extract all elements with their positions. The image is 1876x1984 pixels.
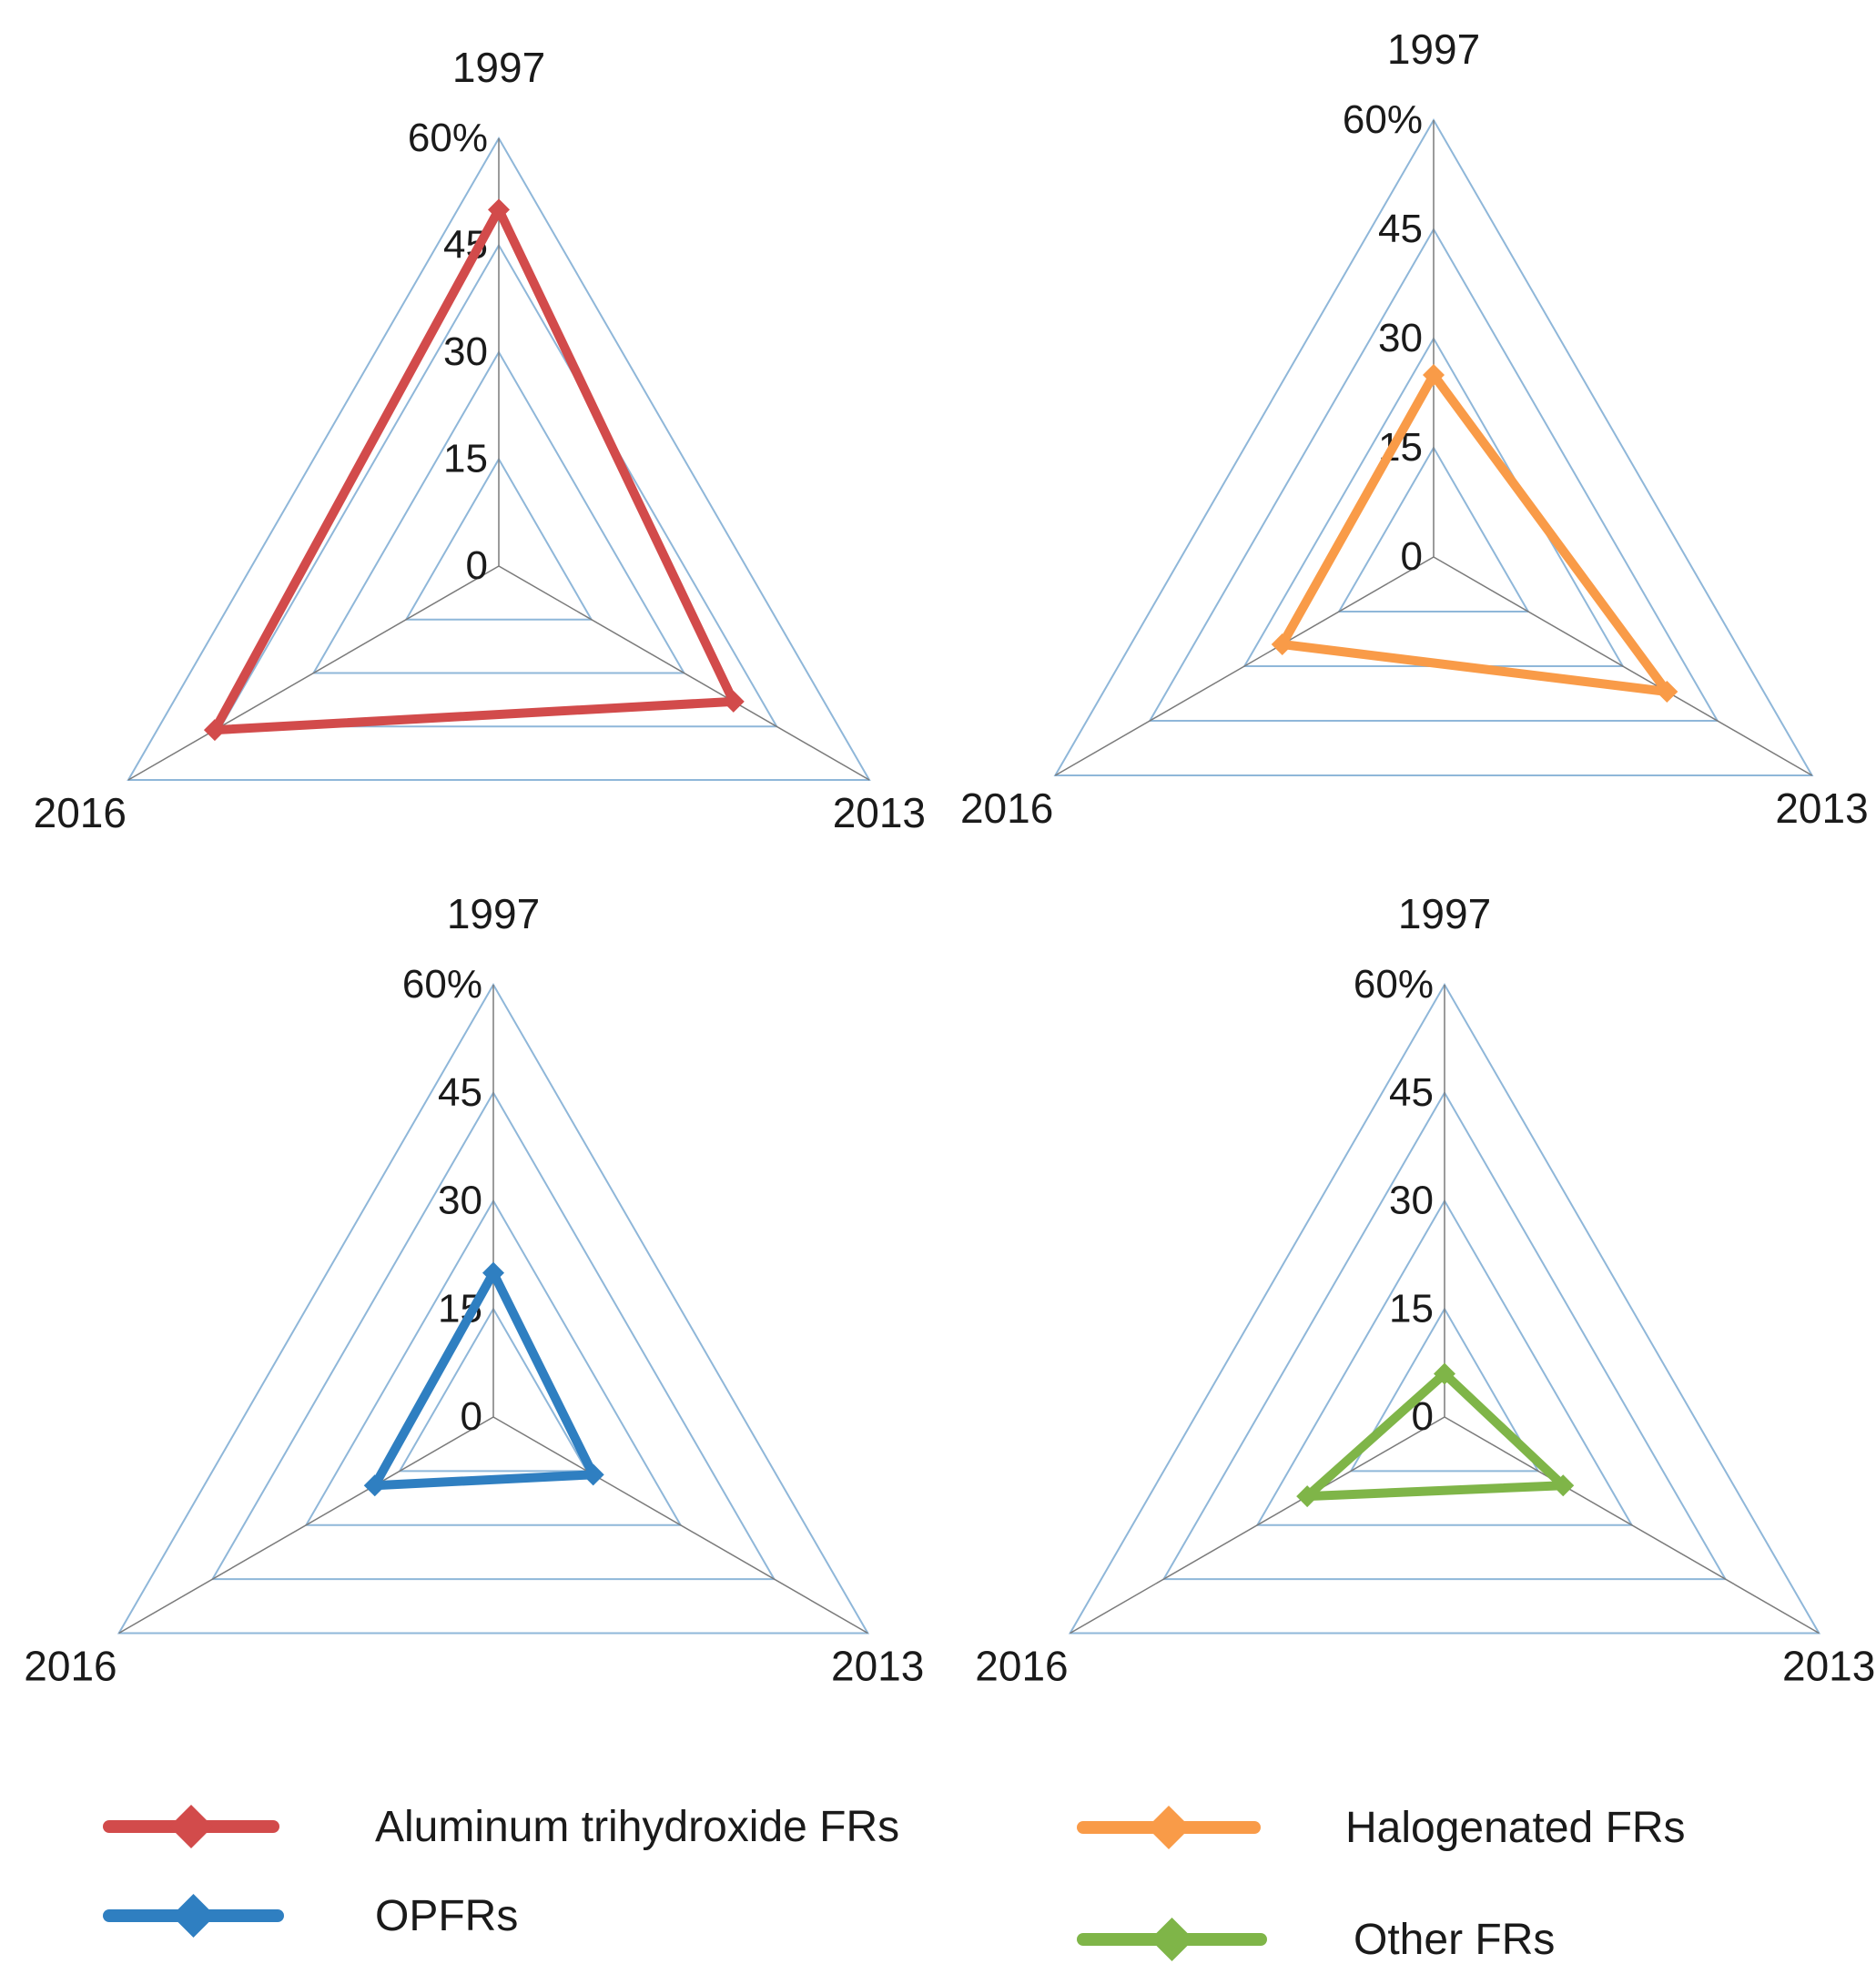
data-point-marker: [1296, 1485, 1319, 1508]
axis-spoke: [118, 1416, 494, 1635]
legend-marker: [1147, 1806, 1191, 1849]
grid-ring: [1161, 1090, 1728, 1581]
legend-label: Halogenated FRs: [1345, 1804, 1686, 1852]
grid-ring: [117, 982, 870, 1635]
axis-label-2013: 2013: [833, 789, 926, 836]
legend-label: OPFRs: [375, 1892, 518, 1940]
data-point-marker: [1423, 364, 1445, 386]
axis-label-2013: 2013: [1775, 784, 1868, 832]
tick-label: 15: [1389, 1286, 1434, 1331]
grid-ring: [1068, 982, 1821, 1635]
axis-label-2016: 2016: [975, 1643, 1068, 1690]
axis-spoke: [492, 1416, 868, 1635]
series-line: [209, 205, 738, 735]
tick-label: 30: [1389, 1179, 1434, 1223]
data-point-marker: [488, 198, 510, 221]
series-line: [1303, 1369, 1568, 1502]
axis-label-1997: 1997: [1387, 25, 1480, 73]
tick-label: 45: [1389, 1070, 1434, 1115]
tick-label: 60%: [1343, 97, 1423, 142]
axis-label-2016: 2016: [34, 789, 127, 836]
legend: Aluminum trihydroxide FRs Halogenated FRs…: [103, 1803, 1686, 1964]
data-point-marker: [363, 1474, 386, 1497]
tick-label: 45: [1378, 207, 1423, 251]
axis-label-2013: 2013: [1782, 1643, 1875, 1690]
axis-spoke: [127, 565, 500, 781]
tick-label: 60%: [408, 116, 488, 160]
tick-label: 0: [1401, 534, 1423, 579]
tick-label: 30: [443, 329, 488, 374]
tick-label: 30: [438, 1179, 482, 1223]
axis-label-1997: 1997: [1398, 890, 1491, 937]
axis-label-2016: 2016: [960, 784, 1053, 832]
grid-ring: [1255, 1199, 1634, 1526]
data-point-marker: [1656, 681, 1678, 703]
axis-spoke: [498, 565, 870, 781]
axis-label-2013: 2013: [831, 1643, 924, 1690]
data-point-marker: [1434, 1362, 1455, 1385]
grid-ring: [398, 1307, 589, 1473]
tick-label: 60%: [402, 962, 482, 1007]
series-line: [370, 1268, 598, 1491]
data-point-marker: [582, 1463, 604, 1486]
grid-ring: [1053, 117, 1814, 776]
legend-item: Halogenated FRs: [1077, 1804, 1686, 1852]
data-point-marker: [1552, 1474, 1575, 1497]
tick-label: 60%: [1354, 962, 1434, 1007]
data-point-marker: [1271, 633, 1293, 655]
axis-spoke: [1433, 556, 1813, 776]
legend-item: Aluminum trihydroxide FRs: [103, 1803, 899, 1851]
tick-label: 30: [1378, 316, 1423, 360]
data-point-marker: [722, 690, 745, 713]
tick-label: 0: [461, 1394, 482, 1439]
axis-spoke: [1070, 1416, 1445, 1635]
data-point-marker: [203, 719, 226, 742]
grid-ring: [311, 350, 686, 674]
legend-marker: [169, 1805, 213, 1848]
grid-ring: [304, 1199, 683, 1526]
grid-ring: [1337, 446, 1530, 612]
data-point-marker: [482, 1261, 504, 1284]
grid-ring: [218, 243, 779, 728]
legend-label: Other FRs: [1354, 1916, 1555, 1964]
legend-marker: [1150, 1918, 1194, 1961]
legend-label: Aluminum trihydroxide FRs: [375, 1803, 899, 1851]
tick-label: 0: [466, 543, 488, 588]
grid-ring: [127, 136, 871, 781]
legend-item: Other FRs: [1077, 1916, 1555, 1964]
axis-label-1997: 1997: [447, 890, 540, 937]
grid-ring: [404, 457, 593, 621]
tick-label: 15: [443, 437, 488, 481]
grid-ring: [1148, 228, 1719, 722]
series-line: [1277, 370, 1672, 696]
axis-spoke: [1054, 556, 1435, 776]
axis-spoke: [1444, 1416, 1820, 1635]
grid-ring: [1349, 1307, 1540, 1473]
tick-label: 45: [438, 1070, 482, 1115]
axis-label-1997: 1997: [452, 44, 545, 91]
legend-item: OPFRs: [103, 1892, 518, 1940]
axis-label-2016: 2016: [24, 1643, 117, 1690]
grid-ring: [210, 1090, 776, 1581]
legend-marker: [171, 1894, 216, 1938]
